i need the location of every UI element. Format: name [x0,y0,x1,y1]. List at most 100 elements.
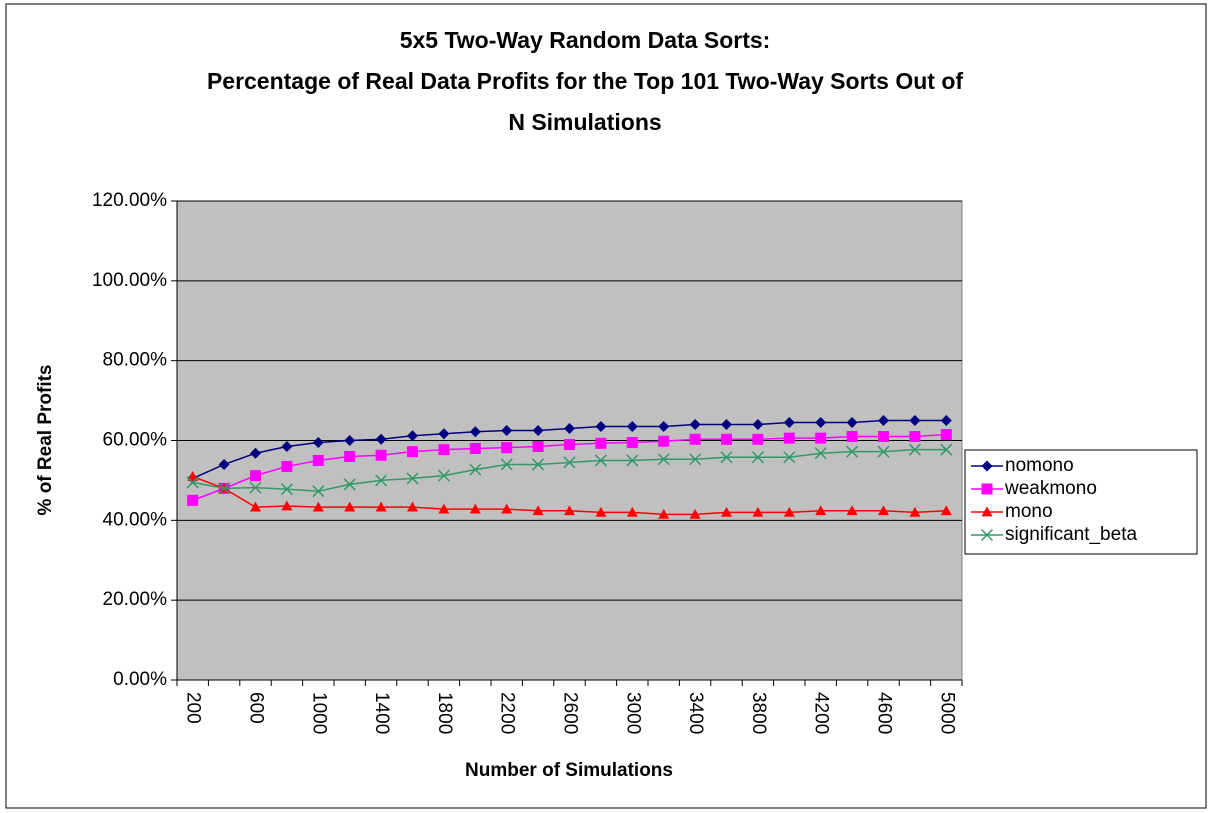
marker [312,485,325,498]
marker [658,508,670,519]
marker [343,478,356,491]
marker [438,428,450,440]
y-tick-label: 120.00% [92,190,167,211]
x-tick-label: 1800 [434,692,455,734]
marker [250,447,261,459]
marker [721,433,732,445]
marker [909,431,921,443]
legend [964,449,1198,555]
marker [595,506,607,517]
marker [752,506,764,517]
marker [501,503,513,514]
marker [312,454,324,466]
marker [815,417,827,429]
marker [564,505,575,516]
marker [344,450,356,462]
marker [186,476,199,489]
marker [940,429,952,441]
marker [626,506,638,517]
marker [940,415,952,427]
marker [280,483,293,496]
marker [595,437,607,449]
y-tick-label: 0.00% [113,669,167,690]
marker [344,435,356,446]
y-tick-label: 80.00% [103,350,168,371]
marker [375,501,387,512]
marker [626,436,638,448]
marker [187,494,199,506]
marker [626,421,638,433]
marker [532,440,544,452]
marker [564,438,575,450]
marker [250,501,261,512]
marker [438,444,450,456]
marker [469,463,482,476]
x-tick-label: 3800 [748,692,769,734]
y-axis-title: % of Real Profits [35,365,56,516]
legend-label: significant_beta [1005,524,1137,545]
x-tick-label: 4600 [873,692,894,734]
marker [250,470,261,482]
marker [981,506,993,517]
y-tick-label: 20.00% [103,589,168,610]
marker [406,472,419,485]
marker [981,483,993,495]
marker [658,435,670,447]
marker [407,446,418,458]
y-tick-label: 60.00% [103,430,168,451]
marker [689,419,701,431]
marker [783,451,796,464]
marker [814,447,827,460]
x-tick-label: 3000 [622,692,643,734]
marker [783,417,795,429]
x-tick-label: 3400 [685,692,706,734]
x-axis-title: Number of Simulations [465,760,673,781]
x-tick-label: 1400 [371,692,392,734]
chart-title: N Simulations [508,109,661,135]
marker [281,440,293,452]
marker [218,482,231,495]
marker [689,508,701,519]
marker [940,443,953,456]
y-tick-label: 40.00% [103,509,168,530]
x-tick-label: 5000 [936,692,957,734]
x-tick-label: 1000 [308,692,329,734]
marker [281,500,293,511]
marker [281,460,293,472]
marker [878,415,889,427]
marker [501,442,513,454]
marker [375,474,388,487]
marker [312,436,324,448]
marker [980,528,994,542]
marker [752,433,764,445]
marker [815,505,827,516]
chart-title: 5x5 Two-Way Random Data Sorts: [400,27,771,53]
legend-label: mono [1005,501,1053,522]
marker [437,469,450,482]
marker [594,454,607,467]
marker [375,449,387,461]
marker [751,451,764,464]
marker [218,458,230,470]
marker [846,431,858,443]
marker [657,453,670,466]
marker [846,417,858,429]
marker [878,431,889,443]
marker [595,421,607,433]
marker [658,421,670,433]
marker [249,481,262,494]
x-tick-label: 600 [245,692,266,724]
legend-label: nomono [1005,455,1074,476]
x-tick-label: 2200 [497,692,518,734]
marker [344,501,356,512]
marker [940,505,952,516]
marker [909,415,921,427]
marker [532,425,544,437]
marker [407,430,418,442]
marker [500,458,513,471]
marker [469,442,481,454]
marker [815,432,827,444]
marker [312,501,324,512]
marker [469,503,481,514]
